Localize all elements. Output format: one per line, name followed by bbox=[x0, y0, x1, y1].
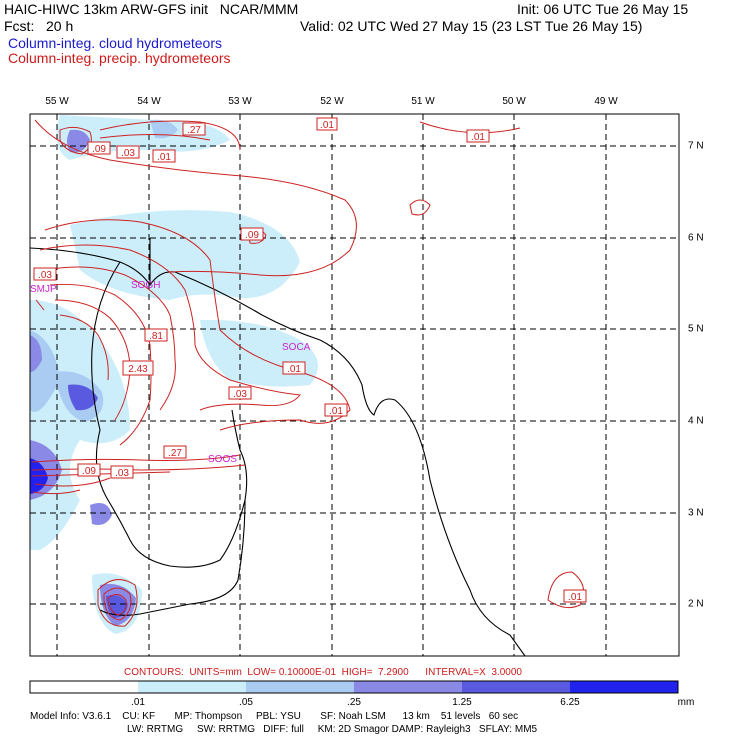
contour-label: .01 bbox=[282, 361, 306, 375]
contour-label: .27 bbox=[182, 122, 206, 136]
colorbar-units: mm bbox=[677, 697, 695, 708]
contour-label-text: .03 bbox=[121, 148, 135, 159]
field-precip-label: Column-integ. precip. hydrometeors bbox=[8, 50, 231, 66]
contour-label-text: .27 bbox=[168, 448, 182, 459]
contour-label: .27 bbox=[163, 445, 187, 459]
contour-label-text: .27 bbox=[187, 125, 201, 136]
contour-label: .01 bbox=[324, 403, 348, 417]
contour-label-text: .01 bbox=[157, 152, 171, 163]
colorbar-label: 1.25 bbox=[452, 697, 472, 708]
contour-label: 2.43 bbox=[122, 360, 154, 376]
colorbar-label: .25 bbox=[347, 697, 361, 708]
lat-label: 6 N bbox=[688, 232, 704, 244]
lon-label: 52 W bbox=[320, 96, 344, 107]
forecast-hour: Fcst: 20 h bbox=[4, 18, 74, 34]
station-sogh: SOGH bbox=[131, 280, 160, 291]
station-labels: SMJP SOGH SOCA SOOS bbox=[30, 280, 311, 465]
map-frame bbox=[29, 113, 680, 657]
contour-label-text: .01 bbox=[471, 132, 485, 143]
lat-label: 4 N bbox=[688, 415, 704, 427]
contour-value-labels: .27 .01 .09 .03 .01 .01 .09 .03 .81 2.43… bbox=[33, 117, 587, 603]
lon-label: 49 W bbox=[594, 96, 618, 107]
init-time: Init: 06 UTC Tue 26 May 15 bbox=[517, 1, 689, 17]
colorbar-label: .01 bbox=[131, 697, 145, 708]
contour-label-text: .09 bbox=[82, 466, 96, 477]
coastline-borders bbox=[30, 238, 526, 656]
contour-label: .01 bbox=[316, 117, 338, 131]
contour-label-text: .09 bbox=[245, 230, 259, 241]
contour-label-text: .01 bbox=[320, 120, 334, 131]
contour-label: .09 bbox=[240, 227, 264, 241]
model-info-line2: LW: RRTMG SW: RRTMG DIFF: full KM: 2D Sm… bbox=[127, 724, 538, 735]
model-info-line1: Model Info: V3.6.1 CU: KF MP: Thompson P… bbox=[30, 711, 519, 722]
valid-time: Valid: 02 UTC Wed 27 May 15 (23 LST Tue … bbox=[300, 18, 643, 34]
colorbar bbox=[29, 680, 679, 694]
station-smjp: SMJP bbox=[30, 284, 57, 295]
contour-info: CONTOURS: UNITS=mm LOW= 0.10000E-01 HIGH… bbox=[124, 667, 522, 678]
contour-label: .03 bbox=[110, 465, 134, 479]
lat-label: 5 N bbox=[688, 323, 704, 335]
contour-label: .01 bbox=[563, 589, 587, 603]
contour-label-text: .01 bbox=[568, 592, 582, 603]
colorbar-bin bbox=[462, 681, 570, 693]
lon-label: 50 W bbox=[502, 96, 526, 107]
graticule bbox=[30, 114, 679, 656]
contour-label: .03 bbox=[33, 267, 57, 281]
colorbar-label: 6.25 bbox=[560, 697, 580, 708]
station-soca: SOCA bbox=[282, 342, 311, 353]
contour-label: .03 bbox=[228, 386, 252, 400]
colorbar-bin bbox=[246, 681, 354, 693]
contour-label: .03 bbox=[116, 145, 140, 159]
lon-label: 54 W bbox=[137, 96, 161, 107]
lon-label: 55 W bbox=[45, 96, 69, 107]
field-cloud-label: Column-integ. cloud hydrometeors bbox=[8, 35, 222, 51]
lat-label: 2 N bbox=[688, 598, 704, 610]
contour-label-text: .81 bbox=[149, 331, 163, 342]
shaded-cloud-field bbox=[30, 115, 318, 634]
lon-label: 53 W bbox=[228, 96, 252, 107]
contour-label: .81 bbox=[144, 328, 168, 342]
contour-label-text: 2.43 bbox=[128, 364, 148, 375]
contour-label-text: .01 bbox=[329, 406, 343, 417]
contour-label: .01 bbox=[152, 149, 176, 163]
lat-label: 7 N bbox=[688, 140, 704, 152]
lat-label: 3 N bbox=[688, 507, 704, 519]
contour-label: .01 bbox=[466, 129, 490, 143]
contour-label: .09 bbox=[77, 463, 101, 477]
colorbar-bin bbox=[354, 681, 462, 693]
colorbar-label: .05 bbox=[239, 697, 253, 708]
contour-label: .09 bbox=[87, 141, 111, 155]
lon-label: 51 W bbox=[411, 96, 435, 107]
contour-label-text: .01 bbox=[287, 364, 301, 375]
contour-label-text: .09 bbox=[92, 144, 106, 155]
precip-contours bbox=[31, 119, 585, 627]
contour-label-text: .03 bbox=[233, 389, 247, 400]
colorbar-bin bbox=[138, 681, 246, 693]
contour-label-text: .03 bbox=[115, 468, 129, 479]
station-soos: SOOS bbox=[208, 454, 237, 465]
contour-label-text: .03 bbox=[38, 270, 52, 281]
plot-title: HAIC-HIWC 13km ARW-GFS init NCAR/MMM bbox=[4, 1, 299, 17]
colorbar-bin bbox=[30, 681, 138, 693]
colorbar-bin bbox=[570, 681, 678, 693]
